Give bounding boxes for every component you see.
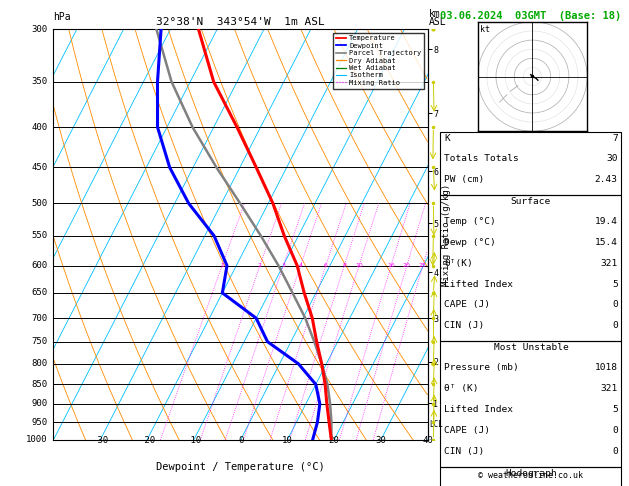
Text: 2.43: 2.43	[594, 175, 618, 184]
Text: 5: 5	[612, 279, 618, 289]
Text: 03.06.2024  03GMT  (Base: 18): 03.06.2024 03GMT (Base: 18)	[440, 11, 621, 21]
Text: LCL: LCL	[429, 419, 443, 429]
Text: 8: 8	[342, 263, 346, 268]
Text: Totals Totals: Totals Totals	[444, 154, 519, 163]
Text: 40: 40	[422, 436, 433, 445]
Text: Dewpoint / Temperature (°C): Dewpoint / Temperature (°C)	[156, 462, 325, 472]
Text: CIN (J): CIN (J)	[444, 447, 484, 456]
Text: 950: 950	[31, 418, 48, 427]
Text: 500: 500	[31, 199, 48, 208]
Text: 16: 16	[387, 263, 395, 268]
Text: 5: 5	[612, 405, 618, 414]
Text: 350: 350	[31, 77, 48, 86]
Text: 321: 321	[601, 259, 618, 268]
Text: -10: -10	[186, 436, 202, 445]
Text: 800: 800	[31, 359, 48, 368]
Text: Surface: Surface	[511, 197, 551, 206]
Text: CAPE (J): CAPE (J)	[444, 426, 490, 435]
Text: Lifted Index: Lifted Index	[444, 405, 513, 414]
Legend: Temperature, Dewpoint, Parcel Trajectory, Dry Adiabat, Wet Adiabat, Isotherm, Mi: Temperature, Dewpoint, Parcel Trajectory…	[333, 33, 424, 88]
Text: 550: 550	[31, 231, 48, 241]
Text: 30: 30	[606, 154, 618, 163]
Text: kt: kt	[480, 25, 490, 34]
Text: hPa: hPa	[53, 12, 71, 22]
Text: -30: -30	[92, 436, 108, 445]
Text: K: K	[444, 134, 450, 143]
Text: 400: 400	[31, 123, 48, 132]
Text: 15.4: 15.4	[594, 238, 618, 247]
Text: 1018: 1018	[594, 363, 618, 372]
Text: θᵀ (K): θᵀ (K)	[444, 384, 479, 393]
Text: Temp (°C): Temp (°C)	[444, 217, 496, 226]
Text: CIN (J): CIN (J)	[444, 321, 484, 330]
Text: © weatheronline.co.uk: © weatheronline.co.uk	[479, 471, 583, 480]
Text: 0: 0	[612, 321, 618, 330]
Text: CAPE (J): CAPE (J)	[444, 300, 490, 310]
Text: 700: 700	[31, 313, 48, 323]
Text: 3: 3	[281, 263, 286, 268]
Text: 300: 300	[31, 25, 48, 34]
Text: Hodograph: Hodograph	[505, 469, 557, 478]
Text: 900: 900	[31, 399, 48, 408]
Text: 650: 650	[31, 288, 48, 297]
Text: 750: 750	[31, 337, 48, 346]
Text: 1: 1	[220, 263, 224, 268]
Text: 0: 0	[612, 300, 618, 310]
Text: ASL: ASL	[429, 17, 447, 27]
Text: 0: 0	[238, 436, 243, 445]
Text: Most Unstable: Most Unstable	[494, 343, 568, 352]
Text: 0: 0	[612, 447, 618, 456]
Text: 0: 0	[612, 426, 618, 435]
Text: 25: 25	[419, 263, 427, 268]
Y-axis label: Mixing Ratio (g/kg): Mixing Ratio (g/kg)	[442, 183, 452, 286]
Text: km: km	[429, 9, 441, 19]
Text: PW (cm): PW (cm)	[444, 175, 484, 184]
Text: 20: 20	[403, 263, 411, 268]
Text: 321: 321	[601, 384, 618, 393]
Text: 19.4: 19.4	[594, 217, 618, 226]
Text: 30: 30	[376, 436, 386, 445]
Text: Pressure (mb): Pressure (mb)	[444, 363, 519, 372]
Text: Dewp (°C): Dewp (°C)	[444, 238, 496, 247]
Text: 850: 850	[31, 380, 48, 389]
Text: 450: 450	[31, 163, 48, 172]
Text: 1000: 1000	[26, 435, 48, 444]
Text: -20: -20	[139, 436, 155, 445]
Text: 2: 2	[258, 263, 262, 268]
Text: θᵀ(K): θᵀ(K)	[444, 259, 473, 268]
Text: 6: 6	[324, 263, 328, 268]
Text: 600: 600	[31, 261, 48, 270]
Text: 20: 20	[329, 436, 340, 445]
Title: 32°38'N  343°54'W  1m ASL: 32°38'N 343°54'W 1m ASL	[156, 17, 325, 27]
Text: 10: 10	[355, 263, 363, 268]
Text: Lifted Index: Lifted Index	[444, 279, 513, 289]
Text: 10: 10	[282, 436, 292, 445]
Text: 4: 4	[299, 263, 303, 268]
Text: 7: 7	[612, 134, 618, 143]
